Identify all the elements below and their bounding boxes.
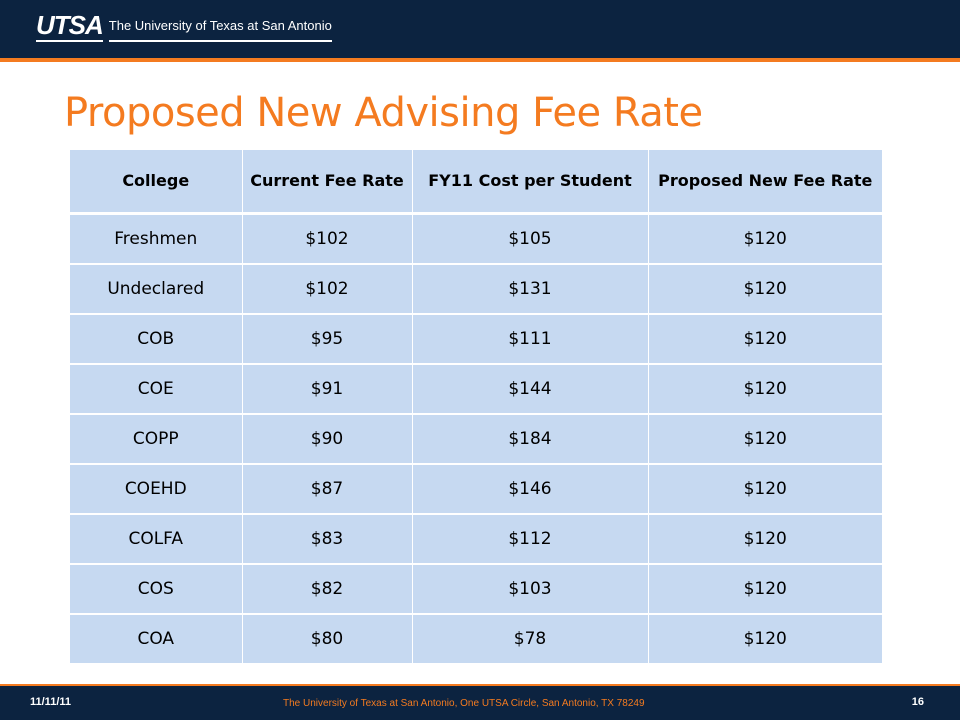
table-row: COPP $90 $184 $120 [70,413,882,465]
header-bar: UTSA The University of Texas at San Anto… [0,0,960,58]
cell-college: COS [70,563,242,615]
cell-fy11-cost: $112 [411,513,648,565]
cell-college: COA [70,613,242,665]
slide-title: Proposed New Advising Fee Rate [64,90,703,136]
cell-proposed-fee: $120 [647,363,882,415]
cell-college: COE [70,363,242,415]
cell-current-fee: $91 [241,363,412,415]
cell-fy11-cost: $111 [411,313,648,365]
cell-fy11-cost: $78 [411,613,648,665]
table-row: Undeclared $102 $131 $120 [70,263,882,315]
cell-current-fee: $82 [241,563,412,615]
cell-proposed-fee: $120 [647,513,882,565]
page-number: 16 [911,696,924,708]
footer-accent-rule [0,684,960,686]
header-college: College [70,150,242,215]
cell-proposed-fee: $120 [647,212,882,265]
table-row: Freshmen $102 $105 $120 [70,212,882,265]
cell-fy11-cost: $184 [411,413,648,465]
footer-address: The University of Texas at San Antonio, … [283,698,645,709]
cell-current-fee: $83 [241,513,412,565]
cell-college: COPP [70,413,242,465]
cell-current-fee: $102 [241,212,412,265]
table-header-row: College Current Fee Rate FY11 Cost per S… [70,150,882,215]
cell-proposed-fee: $120 [647,463,882,515]
table-row: COB $95 $111 $120 [70,313,882,365]
header-accent-rule [0,58,960,62]
table-row: COE $91 $144 $120 [70,363,882,415]
cell-college: COEHD [70,463,242,515]
header-current-fee-rate: Current Fee Rate [241,150,412,215]
cell-college: Freshmen [70,212,242,265]
table-row: COEHD $87 $146 $120 [70,463,882,515]
cell-proposed-fee: $120 [647,413,882,465]
footer-date: 11/11/11 [30,696,71,708]
fee-table-container: College Current Fee Rate FY11 Cost per S… [70,150,882,665]
cell-college: COLFA [70,513,242,565]
cell-current-fee: $95 [241,313,412,365]
cell-proposed-fee: $120 [647,263,882,315]
footer-bar [0,686,960,720]
fee-rate-table: College Current Fee Rate FY11 Cost per S… [70,150,882,665]
cell-fy11-cost: $144 [411,363,648,415]
cell-fy11-cost: $131 [411,263,648,315]
utsa-logo: UTSA The University of Texas at San Anto… [36,10,332,42]
logo-mark: UTSA [36,10,104,42]
cell-college: Undeclared [70,263,242,315]
cell-fy11-cost: $103 [411,563,648,615]
cell-proposed-fee: $120 [647,563,882,615]
logo-text: The University of Texas at San Antonio [108,16,332,42]
cell-fy11-cost: $105 [411,212,648,265]
header-fy11-cost: FY11 Cost per Student [411,150,648,215]
header-proposed-fee-rate: Proposed New Fee Rate [647,150,882,215]
cell-college: COB [70,313,242,365]
cell-current-fee: $87 [241,463,412,515]
table-row: COS $82 $103 $120 [70,563,882,615]
table-row: COA $80 $78 $120 [70,613,882,665]
cell-fy11-cost: $146 [411,463,648,515]
cell-current-fee: $80 [241,613,412,665]
cell-proposed-fee: $120 [647,613,882,665]
cell-proposed-fee: $120 [647,313,882,365]
table-row: COLFA $83 $112 $120 [70,513,882,565]
cell-current-fee: $102 [241,263,412,315]
cell-current-fee: $90 [241,413,412,465]
